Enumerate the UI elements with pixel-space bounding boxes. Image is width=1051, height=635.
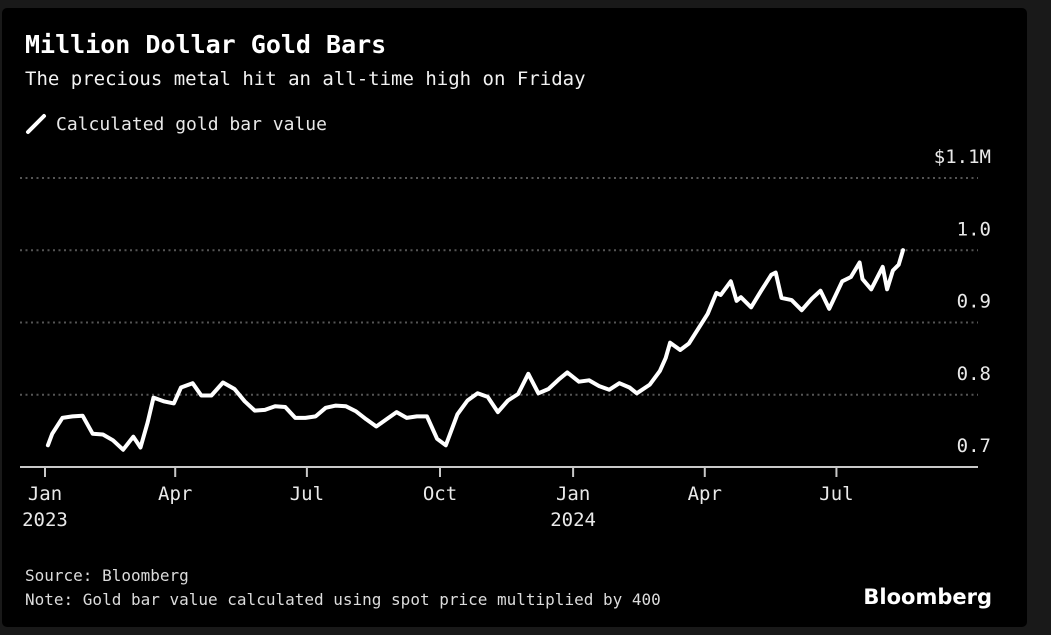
chart-card: Million Dollar Gold Bars The precious me… bbox=[2, 8, 1027, 627]
bloomberg-logo: Bloomberg bbox=[863, 585, 992, 609]
legend-label: Calculated gold bar value bbox=[56, 113, 327, 135]
data-line-Calculated gold bar value bbox=[45, 248, 905, 452]
methodology-note: Note: Gold bar value calculated using sp… bbox=[25, 590, 661, 609]
chart-subtitle: The precious metal hit an all-time high … bbox=[25, 68, 586, 90]
x-axis-label-Apr: Apr bbox=[158, 483, 192, 505]
x-axis-year-label-2023: 2023 bbox=[22, 509, 68, 531]
y-axis-label-$1.1M: $1.1M bbox=[934, 146, 991, 168]
y-axis-label-1.0: 1.0 bbox=[957, 218, 991, 240]
line-slash-icon bbox=[26, 114, 46, 134]
gold-bar-value-line-chart: $1.1M 1.0 0.9 0.8 0.7 Jan 2023 Apr Jul Oct Jan 2024… bbox=[20, 146, 991, 531]
x-axis-year-label-2024: 2024 bbox=[550, 509, 596, 531]
y-axis-label-0.8: 0.8 bbox=[957, 363, 991, 385]
legend: Calculated gold bar value bbox=[25, 112, 327, 136]
x-axis-label-Jan: Jan bbox=[556, 483, 590, 505]
y-axis-label-0.7: 0.7 bbox=[957, 435, 991, 457]
x-axis-label-Jul: Jul bbox=[819, 483, 853, 505]
x-axis-label-Apr: Apr bbox=[688, 483, 722, 505]
x-axis-label-Jul: Jul bbox=[290, 483, 324, 505]
x-axis-label-Jan: Jan bbox=[28, 483, 62, 505]
source-note: Source: Bloomberg bbox=[25, 566, 189, 585]
chart-title: Million Dollar Gold Bars bbox=[25, 30, 387, 59]
x-axis-label-Oct: Oct bbox=[423, 483, 457, 505]
y-axis-label-0.9: 0.9 bbox=[957, 291, 991, 313]
